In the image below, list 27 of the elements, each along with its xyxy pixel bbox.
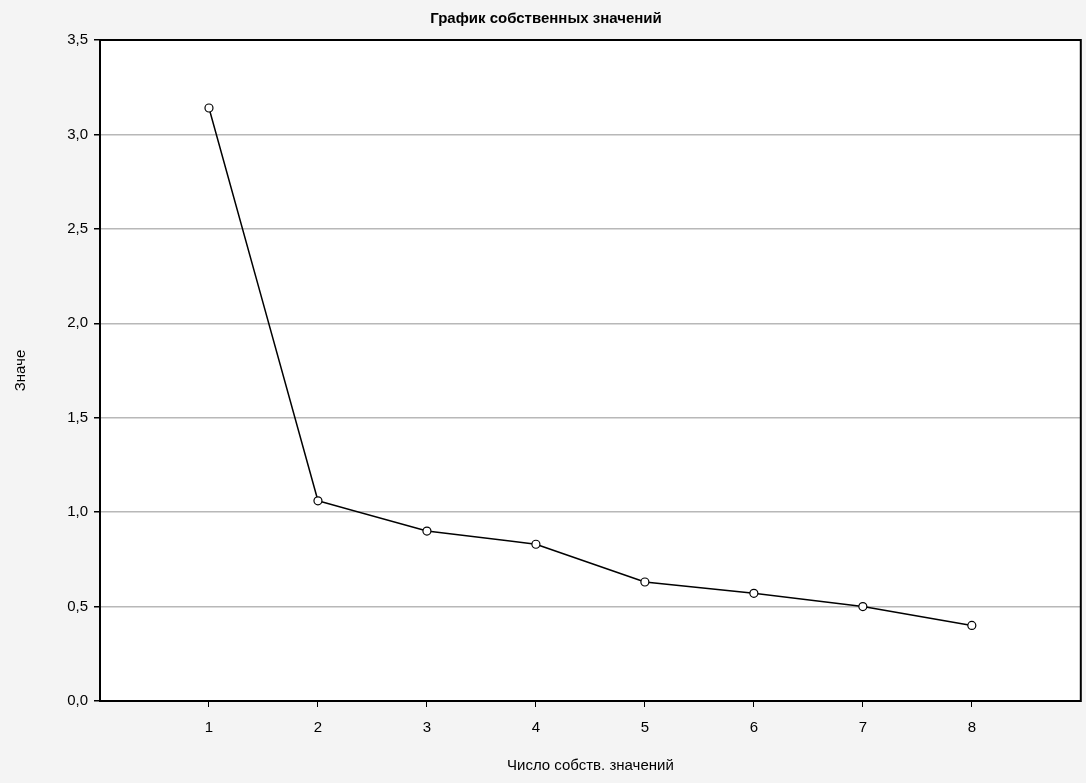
point bbox=[858, 601, 868, 612]
y-tick-label: 2,0 bbox=[67, 313, 88, 331]
y-tick-label: 3,0 bbox=[67, 124, 88, 142]
point bbox=[422, 526, 432, 536]
y-tick-label: 0,0 bbox=[67, 691, 88, 709]
point bbox=[531, 539, 541, 549]
point bbox=[640, 577, 650, 587]
y-tick-label: 0,5 bbox=[67, 596, 88, 614]
x-tick-label: 2 bbox=[313, 718, 323, 736]
chart-title: График собственных значений bbox=[430, 9, 662, 27]
x-tick-label: 7 bbox=[858, 718, 868, 736]
x-tick-label: 1 bbox=[204, 718, 214, 736]
x-axis-title: Число собств. значений bbox=[507, 756, 674, 774]
point bbox=[967, 620, 977, 631]
x-tick-label: 8 bbox=[967, 718, 976, 736]
y-axis-title: Значе bbox=[11, 349, 29, 392]
y-tick-label: 1,5 bbox=[67, 407, 88, 425]
x-tick-label: 3 bbox=[422, 718, 432, 736]
y-tick-label: 1,0 bbox=[67, 502, 88, 520]
x-tick-label: 6 bbox=[749, 718, 759, 736]
point bbox=[313, 496, 323, 506]
x-tick-label: 4 bbox=[531, 718, 541, 736]
point bbox=[749, 588, 759, 598]
y-tick-label: 3,5 bbox=[67, 30, 88, 48]
point bbox=[204, 103, 214, 113]
x-tick-label: 5 bbox=[640, 718, 650, 736]
y-tick-label: 2,5 bbox=[67, 219, 88, 236]
